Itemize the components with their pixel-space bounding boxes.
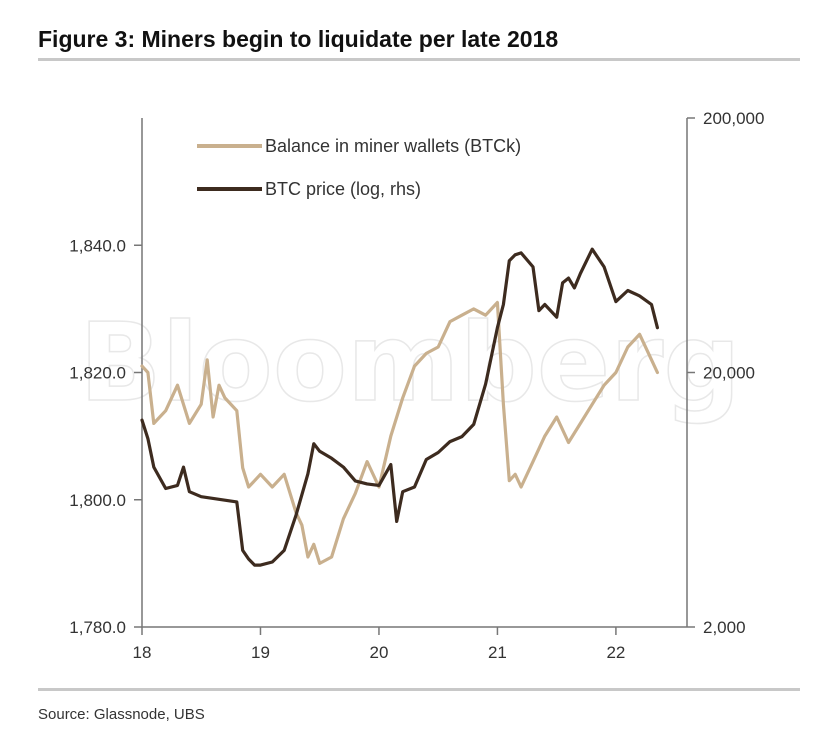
title-rule xyxy=(38,58,800,61)
watermark: Bloomberg xyxy=(79,301,740,426)
series-line-balance xyxy=(140,300,660,566)
left-tick-label: 1,800.0 xyxy=(69,491,126,510)
x-tick-label: 19 xyxy=(251,643,270,662)
right-tick-label: 2,000 xyxy=(703,618,746,637)
right-tick-label: 200,000 xyxy=(703,109,764,128)
right-ticks: 200,000 20,000 2,000 xyxy=(687,109,764,637)
left-tick-label: 1,780.0 xyxy=(69,618,126,637)
legend-label-price: BTC price (log, rhs) xyxy=(265,179,421,199)
right-tick-label: 20,000 xyxy=(703,364,755,383)
x-tick-label: 18 xyxy=(133,643,152,662)
source-rule xyxy=(38,688,800,691)
x-tick-label: 22 xyxy=(606,643,625,662)
source-note: Source: Glassnode, UBS xyxy=(38,706,205,723)
left-ticks: 1,840.0 1,820.0 1,800.0 1,780.0 xyxy=(69,236,142,637)
x-tick-label: 20 xyxy=(369,643,388,662)
left-tick-label: 1,820.0 xyxy=(69,364,126,383)
legend: Balance in miner wallets (BTCk) BTC pric… xyxy=(197,136,521,199)
series-line-price xyxy=(140,247,660,567)
figure-title: Figure 3: Miners begin to liquidate per … xyxy=(38,26,559,52)
legend-label-balance: Balance in miner wallets (BTCk) xyxy=(265,136,521,156)
left-tick-label: 1,840.0 xyxy=(69,236,126,255)
x-tick-label: 21 xyxy=(488,643,507,662)
x-ticks: 18 19 20 21 22 xyxy=(133,627,625,662)
series-layer xyxy=(140,247,660,567)
